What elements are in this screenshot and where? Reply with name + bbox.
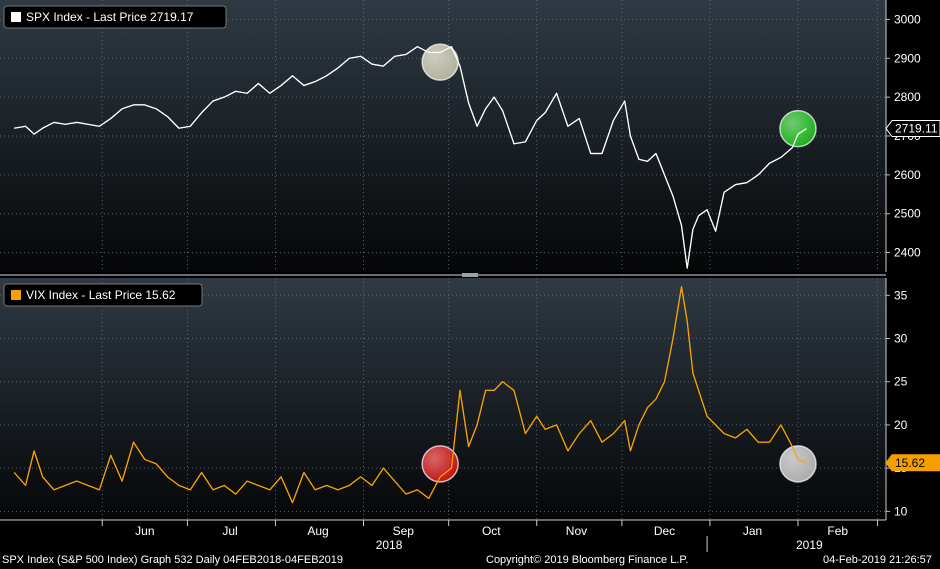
x-year-label: 2019 [796,538,823,552]
spx-y-tick-label: 2600 [894,168,921,182]
spx-last-value-tag [885,120,940,138]
spx-y-tick-label: 2800 [894,90,921,104]
x-month-label: Oct [482,524,501,538]
x-month-label: Aug [307,524,328,538]
spx-legend-swatch [11,12,21,22]
vix-plot-background [0,278,886,520]
footer-security-info: SPX Index (S&P 500 Index) Graph 532 Dail… [2,554,344,566]
spx-y-tick-label: 2400 [894,246,921,260]
panel-resize-handle[interactable] [462,273,478,277]
x-month-label: Dec [654,524,675,538]
x-axis: Jun Jul Aug Sep Oct Nov Dec Jan Feb 2018 2019 [0,519,940,552]
chart-footer: SPX Index (S&P 500 Index) Graph 532 Dail… [0,552,940,569]
x-month-label: Nov [566,524,587,538]
vix-legend-label: VIX Index - Last Price 15.62 [26,288,176,302]
spx-legend: SPX Index - Last Price 2719.17 [3,5,227,29]
vix-legend-box [3,283,203,307]
vix-series-line-overlay [13,286,807,504]
x-axis-background [0,520,940,552]
x-month-label: Jul [222,524,237,538]
vix-marker-glow-2 [779,445,816,482]
footer-timestamp: 04-Feb-2019 21:26:57 [823,554,932,566]
vix-legend-swatch [11,290,21,300]
vix-y-tick-label: 10 [894,504,908,518]
vix-legend: VIX Index - Last Price 15.62 [3,283,203,307]
vix-y-tick-label: 20 [894,418,908,432]
vix-y-tick-label: 35 [894,288,908,302]
spx-marker-glow-2 [779,110,816,147]
x-month-label: Feb [827,524,848,538]
vix-y-tick-label: 25 [894,375,908,389]
spx-legend-box [3,5,227,29]
spx-last-value-label: 2719.11 [895,122,938,136]
spx-y-tick-label: 2500 [894,207,921,221]
x-month-label: Sep [393,524,415,538]
vix-last-value-label: 15.62 [895,456,925,470]
x-month-label: Jun [135,524,154,538]
spx-series-line-overlay [14,45,807,269]
footer-copyright: Copyright© 2019 Bloomberg Finance L.P. [486,554,689,566]
spx-marker-glow-1 [422,44,459,81]
spx-y-tick-label: 3000 [894,12,921,26]
vix-axis-background [886,278,940,520]
vix-y-tick-label: 30 [894,332,908,346]
spx-y-tick-label: 2900 [894,51,921,65]
spx-legend-label: SPX Index - Last Price 2719.17 [26,10,194,24]
x-year-label: 2018 [376,538,403,552]
x-month-label: Jan [743,524,762,538]
vix-marker-glow-1 [422,445,459,482]
vix-last-value-tag [885,454,940,472]
